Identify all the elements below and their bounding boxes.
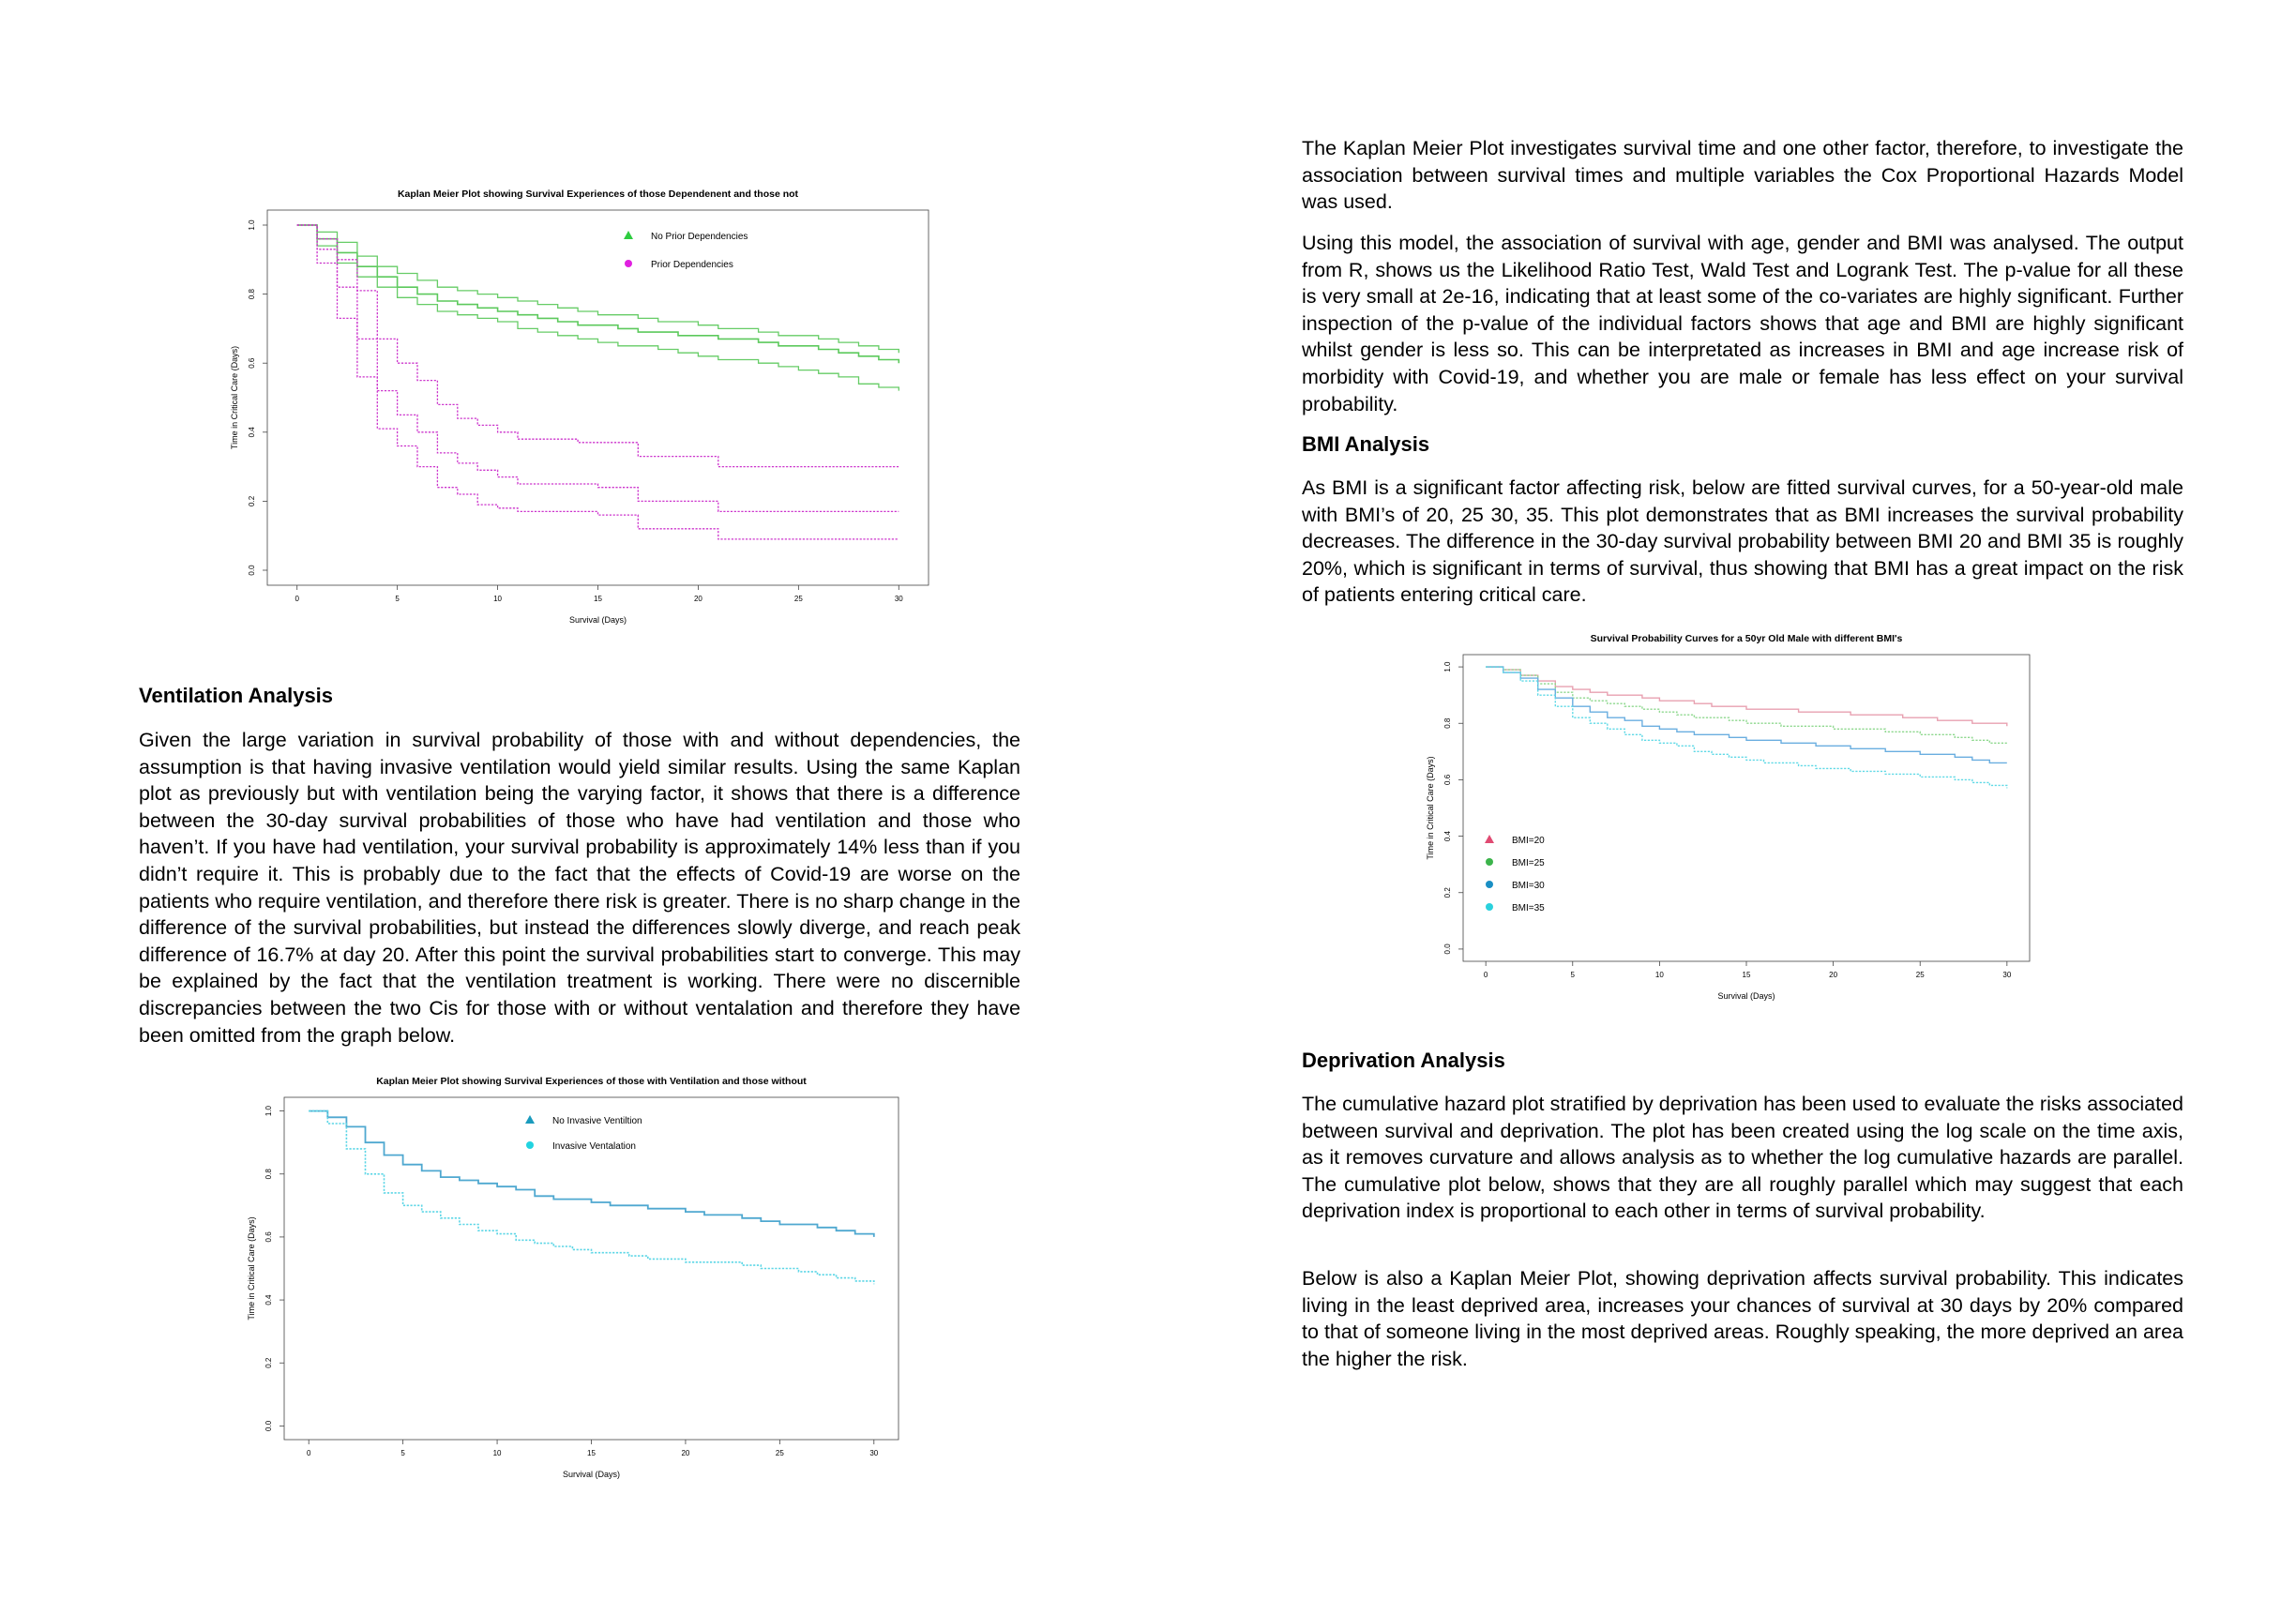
plot-frame	[1462, 654, 2031, 962]
x-axis-label: Survival (Days)	[1717, 991, 1775, 1001]
left-page: Kaplan Meier Plot showing Survival Exper…	[139, 189, 1020, 1479]
dependencies-kaplan-meier-chart: Kaplan Meier Plot showing Survival Exper…	[230, 189, 929, 625]
y-tick-label: 0.6	[1443, 774, 1452, 785]
legend-label: Prior Dependencies	[651, 260, 733, 270]
x-tick-label: 10	[493, 595, 502, 603]
ventilation-heading: Ventilation Analysis	[139, 684, 334, 707]
y-tick-label: 0.8	[264, 1169, 273, 1180]
bmi-paragraph: As BMI is a significant factor affecting…	[1302, 476, 2183, 607]
legend-label: No Prior Dependencies	[651, 232, 748, 242]
y-tick-label: 0.4	[264, 1294, 273, 1306]
survival-curve-group-0	[309, 1109, 875, 1237]
x-tick-label: 15	[1743, 971, 1751, 979]
x-tick-label: 25	[794, 595, 803, 603]
legend-circle-marker	[1486, 903, 1493, 911]
x-tick-label: 20	[694, 595, 702, 603]
y-tick-label: 0.2	[248, 495, 256, 506]
y-tick-label: 0.0	[1443, 943, 1452, 955]
chart-title: Kaplan Meier Plot showing Survival Exper…	[376, 1076, 807, 1087]
y-tick-label: 0.0	[264, 1420, 273, 1431]
x-tick-label: 25	[1916, 971, 1925, 979]
y-tick-label: 0.6	[248, 357, 256, 369]
survival-curve-group-0	[296, 224, 899, 391]
x-tick-label: 15	[594, 595, 602, 603]
survival-curve-group-0	[296, 224, 899, 354]
x-axis-label: Survival (Days)	[563, 1470, 620, 1479]
y-axis-label: Time in Critical Care (Days)	[247, 1216, 256, 1320]
x-tick-label: 0	[307, 1449, 311, 1457]
survival-curve-group-1	[1486, 666, 2007, 744]
y-tick-label: 0.4	[248, 427, 256, 438]
x-tick-label: 30	[895, 595, 903, 603]
legend-circle-marker	[1486, 858, 1493, 866]
x-tick-label: 10	[493, 1449, 502, 1457]
y-tick-label: 0.4	[1443, 830, 1452, 841]
y-tick-label: 1.0	[264, 1105, 273, 1116]
y-axis-label: Time in Critical Care (Days)	[1426, 756, 1435, 859]
bmi-survival-chart: Survival Probability Curves for a 50yr O…	[1426, 633, 2031, 1001]
survival-curve-group-1	[296, 224, 899, 540]
x-tick-label: 0	[1484, 971, 1488, 979]
legend-label: BMI=30	[1512, 881, 1545, 891]
x-tick-label: 30	[869, 1449, 878, 1457]
legend-label: BMI=25	[1512, 858, 1545, 868]
y-tick-label: 0.0	[248, 565, 256, 576]
y-axis-label: Time in Critical Care (Days)	[230, 346, 239, 449]
legend-circle-marker	[1486, 881, 1493, 888]
y-tick-label: 0.6	[264, 1231, 273, 1243]
survival-curve-group-0	[296, 224, 900, 364]
legend-label: No Invasive Ventiltion	[552, 1116, 642, 1126]
survival-curve-group-1	[296, 224, 899, 468]
ventilation-kaplan-meier-chart: Kaplan Meier Plot showing Survival Exper…	[247, 1076, 899, 1479]
x-tick-label: 20	[1829, 971, 1837, 979]
legend-label: Invasive Ventalation	[552, 1141, 636, 1152]
y-tick-label: 0.8	[248, 288, 256, 299]
deprivation-heading: Deprivation Analysis	[1302, 1049, 1505, 1072]
y-tick-label: 1.0	[1443, 661, 1452, 672]
x-tick-label: 0	[295, 595, 299, 603]
intro-paragraph-2: Using this model, the association of sur…	[1302, 232, 2183, 415]
legend-circle-marker	[625, 260, 632, 267]
legend-label: BMI=20	[1512, 836, 1545, 846]
chart-title: Kaplan Meier Plot showing Survival Exper…	[398, 189, 799, 200]
y-tick-label: 0.2	[1443, 887, 1452, 898]
legend-triangle-marker	[624, 231, 633, 239]
y-tick-label: 0.2	[264, 1357, 273, 1368]
ventilation-paragraph: Given the large variation in survival pr…	[139, 729, 1020, 1047]
legend-label: BMI=35	[1512, 903, 1545, 913]
survival-curve-group-1	[309, 1109, 875, 1285]
survival-curve-group-1	[296, 224, 899, 513]
survival-curve-group-0	[1486, 666, 2008, 727]
legend-triangle-marker	[525, 1115, 535, 1124]
bmi-heading: BMI Analysis	[1302, 432, 1430, 456]
survival-curve-group-3	[1486, 666, 2008, 789]
y-tick-label: 1.0	[248, 219, 256, 231]
survival-curve-group-2	[1486, 666, 2007, 764]
x-tick-label: 5	[395, 595, 400, 603]
x-axis-label: Survival (Days)	[569, 615, 627, 625]
legend-triangle-marker	[1485, 835, 1494, 843]
x-tick-label: 10	[1655, 971, 1664, 979]
legend-circle-marker	[526, 1141, 534, 1149]
x-tick-label: 25	[776, 1449, 784, 1457]
deprivation-paragraph-2: Below is also a Kaplan Meier Plot, showi…	[1302, 1267, 2183, 1370]
chart-title: Survival Probability Curves for a 50yr O…	[1591, 633, 1903, 644]
intro-paragraph-1: The Kaplan Meier Plot investigates survi…	[1302, 137, 2183, 214]
x-tick-label: 5	[400, 1449, 405, 1457]
right-page: The Kaplan Meier Plot investigates survi…	[1148, 0, 2296, 1600]
deprivation-paragraph-1: The cumulative hazard plot stratified by…	[1302, 1093, 2183, 1223]
x-tick-label: 30	[2002, 971, 2011, 979]
x-tick-label: 20	[681, 1449, 689, 1457]
y-tick-label: 0.8	[1443, 717, 1452, 729]
x-tick-label: 15	[587, 1449, 596, 1457]
x-tick-label: 5	[1571, 971, 1576, 979]
